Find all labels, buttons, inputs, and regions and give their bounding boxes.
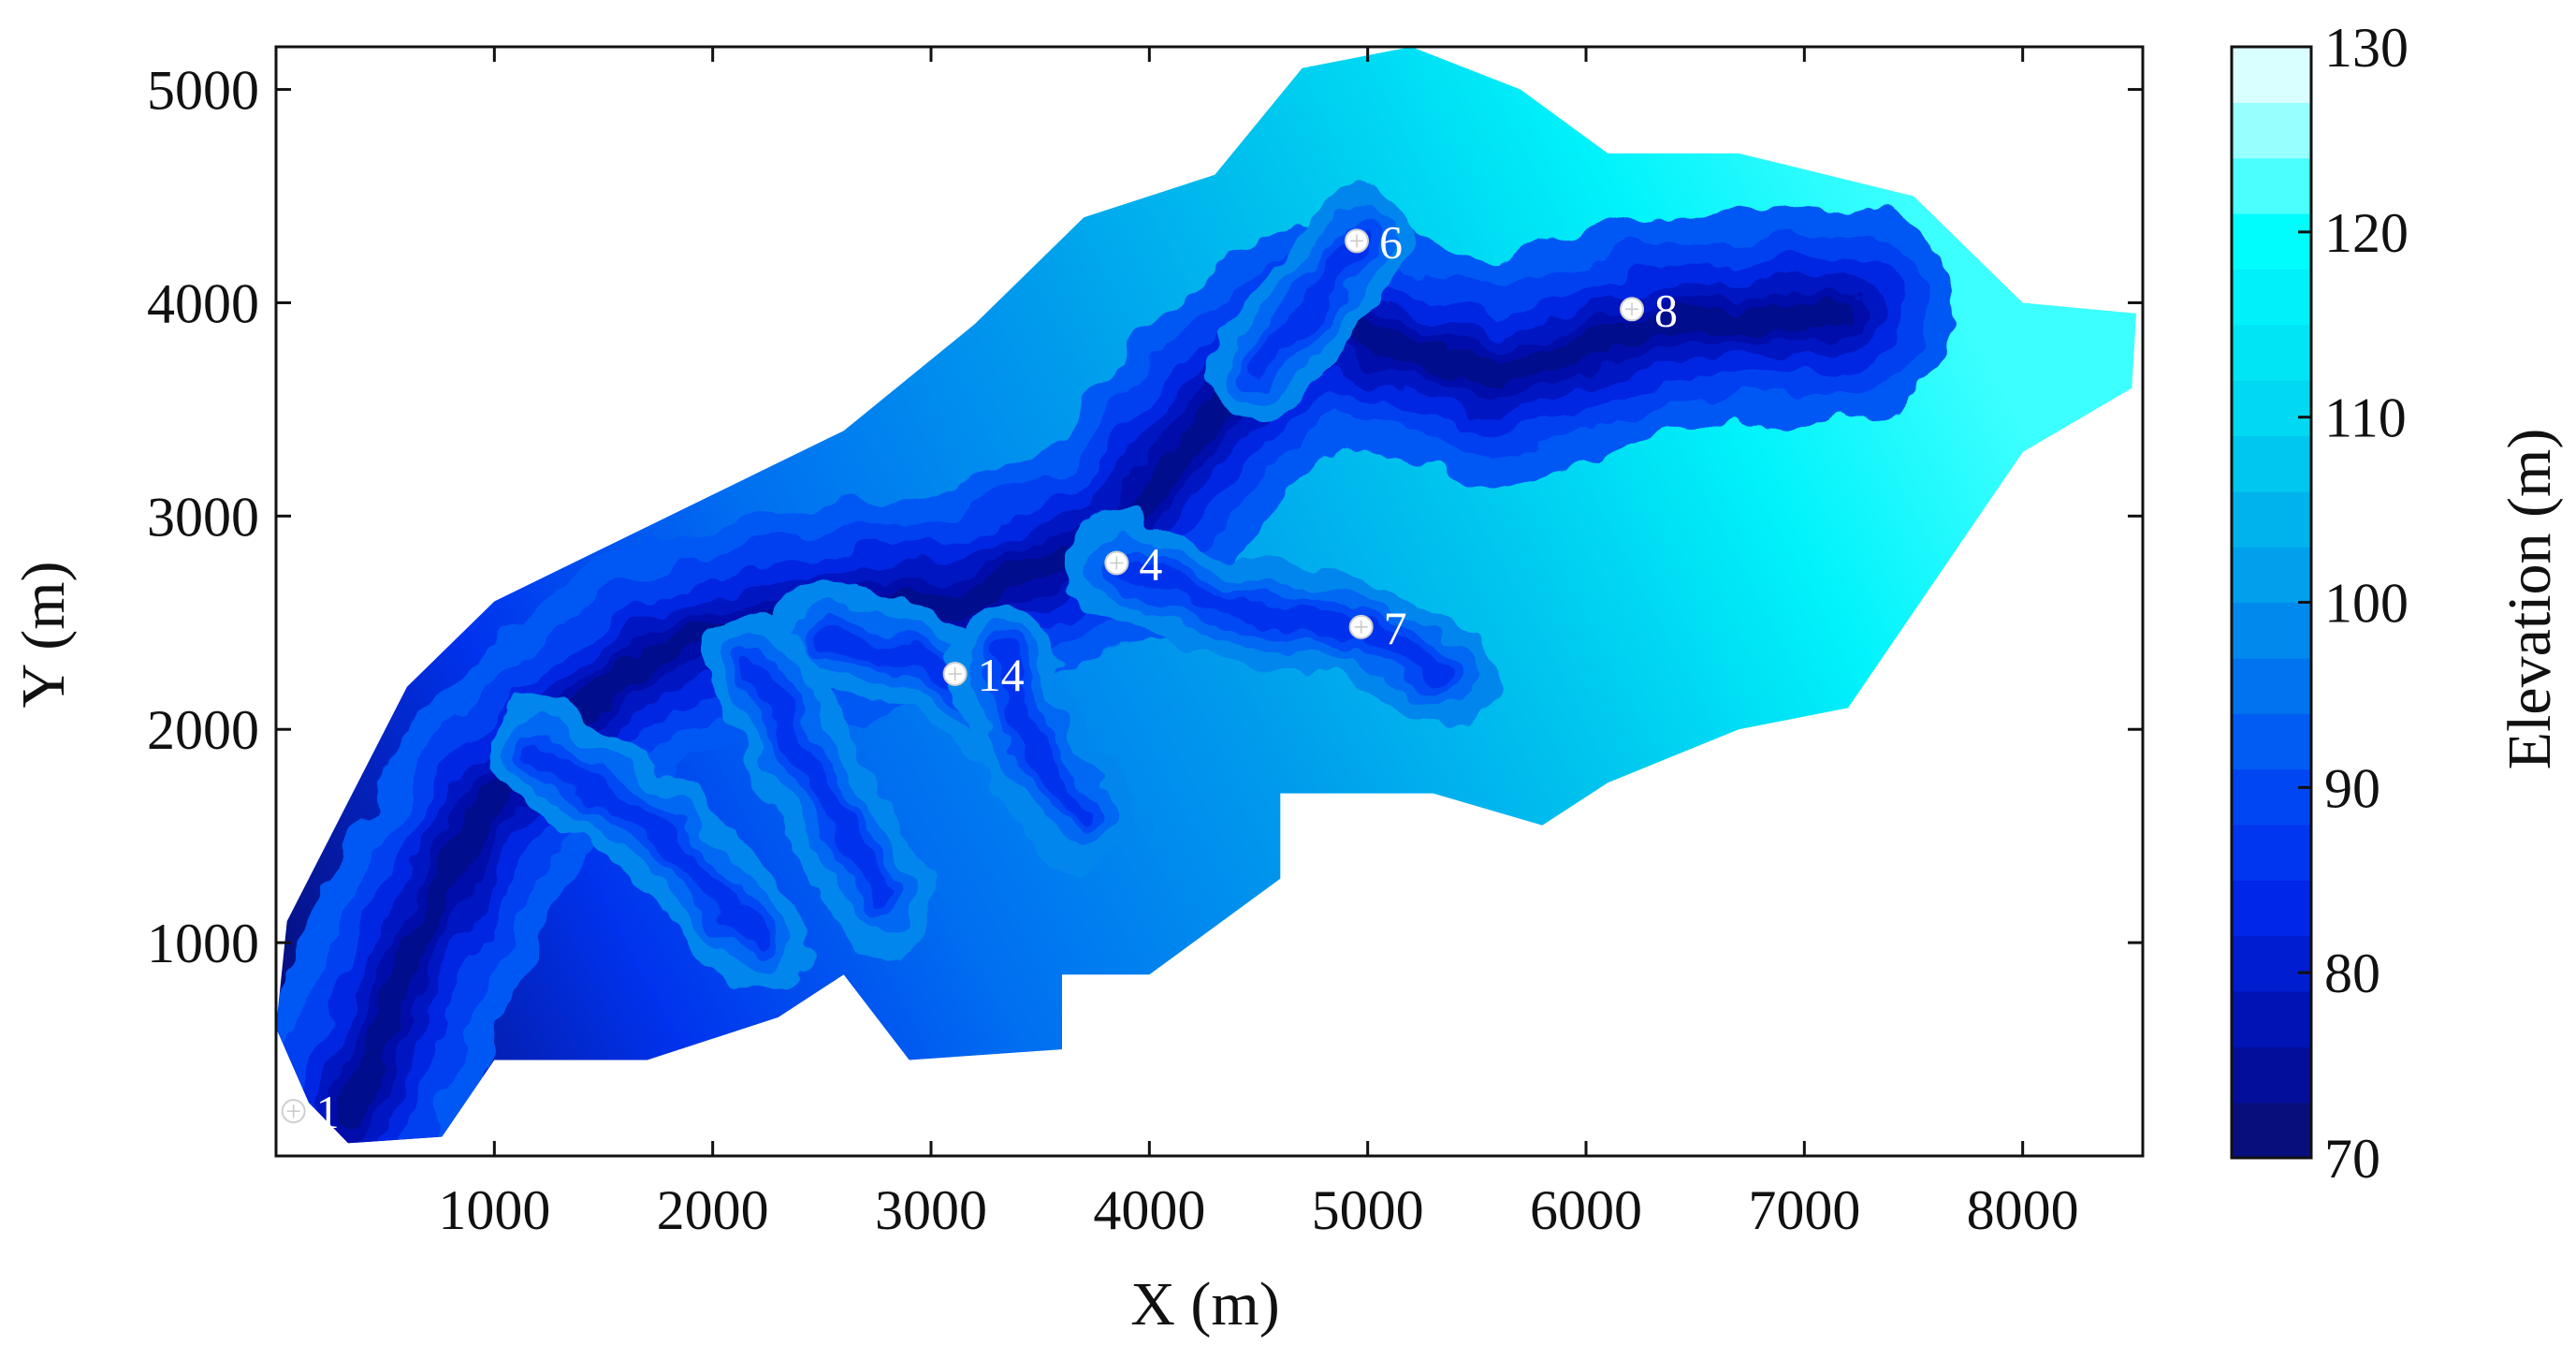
station-7: 7 [1348, 602, 1407, 654]
colorbar-segment [2232, 324, 2311, 381]
axis-ticks: 1000 2000 3000 4000 5000 6000 7000 8000 1000 2000… [147, 47, 2143, 1241]
colorbar-segment [2232, 213, 2311, 270]
watershed-area [276, 47, 2136, 1144]
y-axis-title: Y (m) [9, 561, 78, 708]
colorbar: 70 80 90 100 110 120 130 [2230, 17, 2409, 1190]
colorbar-segment [2232, 435, 2311, 492]
colorbar-segment [2232, 157, 2311, 214]
station-4: 4 [1104, 537, 1162, 590]
station-label: 14 [978, 649, 1025, 701]
y-tick-label: 3000 [147, 486, 259, 548]
colorbar-segment [2232, 102, 2311, 159]
colorbar-segment [2232, 547, 2311, 604]
colorbar-segment [2232, 768, 2311, 826]
elevation-field [276, 47, 2136, 1144]
x-tick-label: 8000 [1967, 1179, 2079, 1241]
y-tick-label: 1000 [147, 913, 259, 974]
colorbar-tick-label: 120 [2324, 202, 2409, 264]
colorbar-tick-label: 110 [2324, 388, 2407, 449]
colorbar-tick-label: 130 [2324, 17, 2409, 79]
valley-band-tribC [986, 644, 1095, 826]
colorbar-tick-label: 70 [2324, 1128, 2380, 1190]
station-label: 4 [1139, 537, 1162, 590]
station-14: 14 [942, 649, 1025, 701]
y-tick-label: 5000 [147, 60, 259, 122]
x-tick-label: 5000 [1312, 1179, 1424, 1241]
valley-band-tribB [746, 654, 898, 911]
plot-border [274, 45, 2145, 1158]
x-tick-label: 1000 [438, 1179, 550, 1241]
station-label: 8 [1654, 284, 1678, 336]
station-label: 7 [1384, 602, 1407, 654]
x-tick-label: 4000 [1093, 1179, 1205, 1241]
valley-band-trib6 [1248, 230, 1367, 377]
colorbar-segment [2232, 824, 2311, 881]
colorbar-segment [2232, 713, 2311, 770]
valley-band-trib7 [1106, 552, 1455, 687]
colorbar-segment [2232, 380, 2311, 437]
valley-band-tribA [528, 740, 767, 954]
axis-labels: X (m) Y (m) Elevation (m) [9, 429, 2564, 1338]
colorbar-tick-label: 80 [2324, 943, 2380, 1004]
colorbar-segment [2232, 657, 2311, 714]
station-label: 1 [316, 1086, 340, 1138]
colorbar-segment [2232, 490, 2311, 548]
plot-frame [274, 45, 2145, 1158]
x-axis-title: X (m) [1130, 1270, 1279, 1338]
colorbar-segment [2232, 880, 2311, 937]
station-label: 6 [1379, 215, 1403, 268]
colorbar-segment [2232, 269, 2311, 326]
valley-band-main [336, 300, 1860, 1136]
x-tick-label: 3000 [875, 1179, 987, 1241]
station-8: 8 [1620, 284, 1678, 336]
colorbar-segment [2232, 1102, 2311, 1159]
colorbar-tick-label: 90 [2324, 757, 2380, 819]
colorbar-tick-label: 100 [2324, 573, 2409, 635]
stations: 1 14 4 7 6 8 [281, 215, 1678, 1138]
x-tick-label: 6000 [1530, 1179, 1642, 1241]
y-tick-label: 4000 [147, 272, 259, 334]
x-tick-label: 7000 [1748, 1179, 1860, 1241]
colorbar-segment [2232, 47, 2311, 103]
colorbar-segment [2232, 935, 2311, 992]
x-tick-label: 2000 [657, 1179, 769, 1241]
colorbar-title: Elevation (m) [2496, 429, 2564, 770]
y-tick-label: 2000 [147, 699, 259, 761]
colorbar-segment [2232, 1046, 2311, 1104]
station-1: 1 [281, 1086, 340, 1138]
colorbar-segment [2232, 990, 2311, 1047]
colorbar-segment [2232, 602, 2311, 659]
station-6: 6 [1345, 215, 1403, 268]
